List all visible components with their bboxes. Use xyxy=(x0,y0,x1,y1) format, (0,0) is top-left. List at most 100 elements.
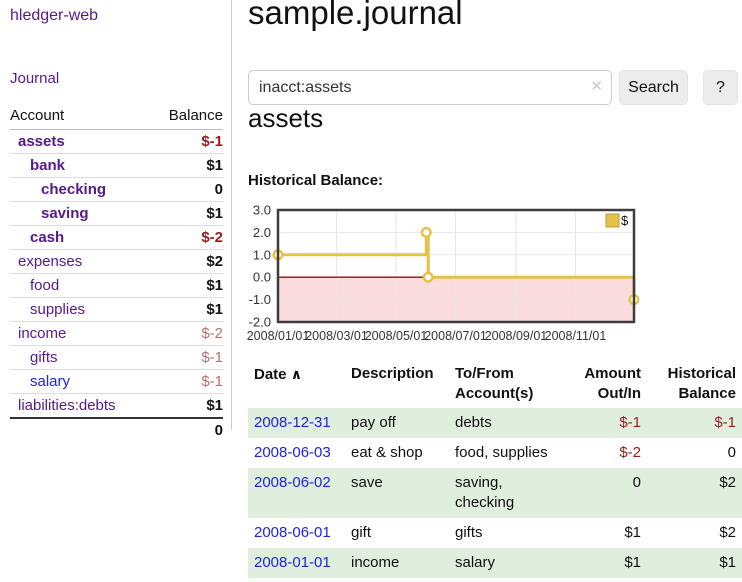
account-balance: $1 xyxy=(150,297,223,322)
y-axis-tick-label: 2.0 xyxy=(253,225,271,240)
data-point-marker xyxy=(422,271,434,283)
account-balance: $-2 xyxy=(150,321,223,346)
register-row: 2008-06-02 save saving, checking 0 $2 xyxy=(248,468,742,518)
legend-label: $ xyxy=(621,213,629,228)
register-row: 2008-12-31 pay off debts $-1 $-1 xyxy=(248,408,742,438)
account-heading: assets xyxy=(248,103,324,133)
account-row-gifts: gifts $-1 xyxy=(10,345,223,370)
transaction-balance: 0 xyxy=(727,444,736,461)
search-input[interactable] xyxy=(248,70,612,105)
account-balance: $-1 xyxy=(150,369,223,394)
account-link-supplies[interactable]: supplies xyxy=(30,301,86,318)
chart-title: Historical Balance: xyxy=(248,172,384,189)
y-axis-tick-label: -1.0 xyxy=(249,292,271,307)
account-link-checking[interactable]: checking xyxy=(41,181,107,198)
account-link-liabilities-debts[interactable]: liabilities:debts xyxy=(18,397,116,414)
account-link-saving[interactable]: saving xyxy=(41,205,89,222)
account-balance: $1 xyxy=(150,201,223,226)
account-link-bank[interactable]: bank xyxy=(30,157,66,174)
transaction-description: eat & shop xyxy=(351,444,423,461)
register-header-description: Description xyxy=(351,365,434,382)
account-balance: $1 xyxy=(150,153,223,178)
account-balance: $-1 xyxy=(150,129,223,154)
account-row-assets: assets $-1 xyxy=(10,129,223,154)
transaction-amount: $1 xyxy=(624,554,641,571)
transaction-balance: $2 xyxy=(719,524,736,541)
x-axis-tick-label: 2008/09/01 xyxy=(485,329,548,343)
accounts-total-value: 0 xyxy=(150,417,223,442)
app-title-link[interactable]: hledger-web xyxy=(10,7,99,24)
account-link-assets[interactable]: assets xyxy=(18,133,65,150)
transaction-date-link[interactable]: 2008-01-01 xyxy=(254,554,331,571)
x-axis-tick-label: 2008/03/01 xyxy=(305,329,368,343)
clear-search-icon[interactable]: ✕ xyxy=(590,78,603,95)
search-box: ✕ xyxy=(248,70,612,105)
register-header-amount: Amount Out/In xyxy=(584,365,641,402)
x-axis-tick-label: 2008/11/01 xyxy=(545,329,607,343)
transaction-balance: $2 xyxy=(719,474,736,491)
y-axis-tick-label: -2.0 xyxy=(249,315,271,330)
account-row-income: income $-2 xyxy=(10,321,223,346)
register-table: Date ∧ Description To/From Account(s) Am… xyxy=(248,360,742,578)
account-row-saving: saving $1 xyxy=(10,201,223,226)
register-row: 2008-01-01 income salary $1 $1 xyxy=(248,548,742,578)
sidebar-item-journal[interactable]: Journal xyxy=(10,70,60,87)
sidebar: hledger-web Journal Account Balance asse… xyxy=(0,0,232,442)
register-header-date[interactable]: Date ∧ xyxy=(248,360,345,408)
transaction-accounts: saving, checking xyxy=(455,474,515,511)
transaction-amount: $1 xyxy=(624,524,641,541)
data-point-marker xyxy=(420,226,432,238)
transaction-description: gift xyxy=(351,524,372,541)
account-balance: 0 xyxy=(150,177,223,202)
transaction-date-link[interactable]: 2008-12-31 xyxy=(254,414,331,431)
transaction-accounts: salary xyxy=(455,554,496,571)
account-link-cash[interactable]: cash xyxy=(30,229,65,246)
transaction-description: save xyxy=(351,474,383,491)
account-row-liabilities-debts: liabilities:debts $1 xyxy=(10,393,223,419)
transaction-date-link[interactable]: 2008-06-02 xyxy=(254,474,331,491)
y-axis-tick-label: 1.0 xyxy=(253,247,271,262)
x-axis-tick-label: 2008/01/01 xyxy=(247,329,310,343)
transaction-balance: $1 xyxy=(719,554,736,571)
accounts-table: Account Balance assets $-1 bank $1 check… xyxy=(10,104,223,442)
transaction-accounts: gifts xyxy=(455,524,483,541)
y-axis-tick-label: 0.0 xyxy=(253,270,271,285)
register-header-row: Date ∧ Description To/From Account(s) Am… xyxy=(248,360,742,408)
account-row-food: food $1 xyxy=(10,273,223,298)
help-button[interactable]: ? xyxy=(703,70,738,105)
account-link-income[interactable]: income xyxy=(18,325,67,342)
x-axis-tick-label: 2008/05/01 xyxy=(365,329,428,343)
account-row-checking: checking 0 xyxy=(10,177,223,202)
transaction-accounts: food, supplies xyxy=(455,444,548,461)
account-row-bank: bank $1 xyxy=(10,153,223,178)
account-row-supplies: supplies $1 xyxy=(10,297,223,322)
account-link-salary[interactable]: salary xyxy=(30,373,71,390)
account-row-expenses: expenses $2 xyxy=(10,249,223,274)
transaction-date-link[interactable]: 2008-06-03 xyxy=(254,444,331,461)
account-balance: $-1 xyxy=(150,345,223,370)
transaction-balance: $-1 xyxy=(714,414,736,431)
register-header-balance: Historical Balance xyxy=(667,365,736,402)
account-row-cash: cash $-2 xyxy=(10,225,223,250)
account-link-expenses[interactable]: expenses xyxy=(18,253,83,270)
account-balance: $2 xyxy=(150,249,223,274)
transaction-date-link[interactable]: 2008-06-01 xyxy=(254,524,331,541)
search-form: ✕ Search ? xyxy=(248,70,742,105)
accounts-header-balance: Balance xyxy=(150,104,223,130)
transaction-description: income xyxy=(351,554,400,571)
account-link-gifts[interactable]: gifts xyxy=(30,349,58,366)
transaction-description: pay off xyxy=(351,414,396,431)
y-axis-tick-label: 3.0 xyxy=(253,204,271,218)
date-header-label: Date xyxy=(254,366,287,383)
page-title: sample.journal xyxy=(248,0,463,31)
accounts-header-account: Account xyxy=(10,104,151,130)
account-row-salary: salary $-1 xyxy=(10,369,223,394)
search-button[interactable]: Search xyxy=(619,70,688,105)
account-balance: $-2 xyxy=(150,225,223,250)
legend-swatch xyxy=(605,213,620,228)
account-link-food[interactable]: food xyxy=(30,277,60,294)
plot-border xyxy=(276,208,636,324)
sort-ascending-icon: ∧ xyxy=(290,366,303,382)
x-axis-tick-label: 2008/07/01 xyxy=(424,329,487,343)
account-balance: $1 xyxy=(150,273,223,298)
